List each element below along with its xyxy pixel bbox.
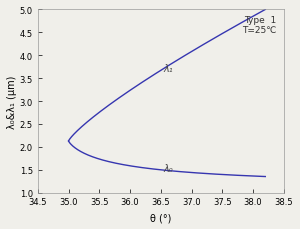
Text: λ₀: λ₀ (164, 163, 173, 173)
X-axis label: θ (°): θ (°) (150, 212, 172, 222)
Text: Type  1
T=25℃: Type 1 T=25℃ (242, 16, 276, 35)
Text: λ₁: λ₁ (164, 64, 173, 74)
Y-axis label: λ₀&λ₁ (μm): λ₀&λ₁ (μm) (7, 75, 17, 128)
